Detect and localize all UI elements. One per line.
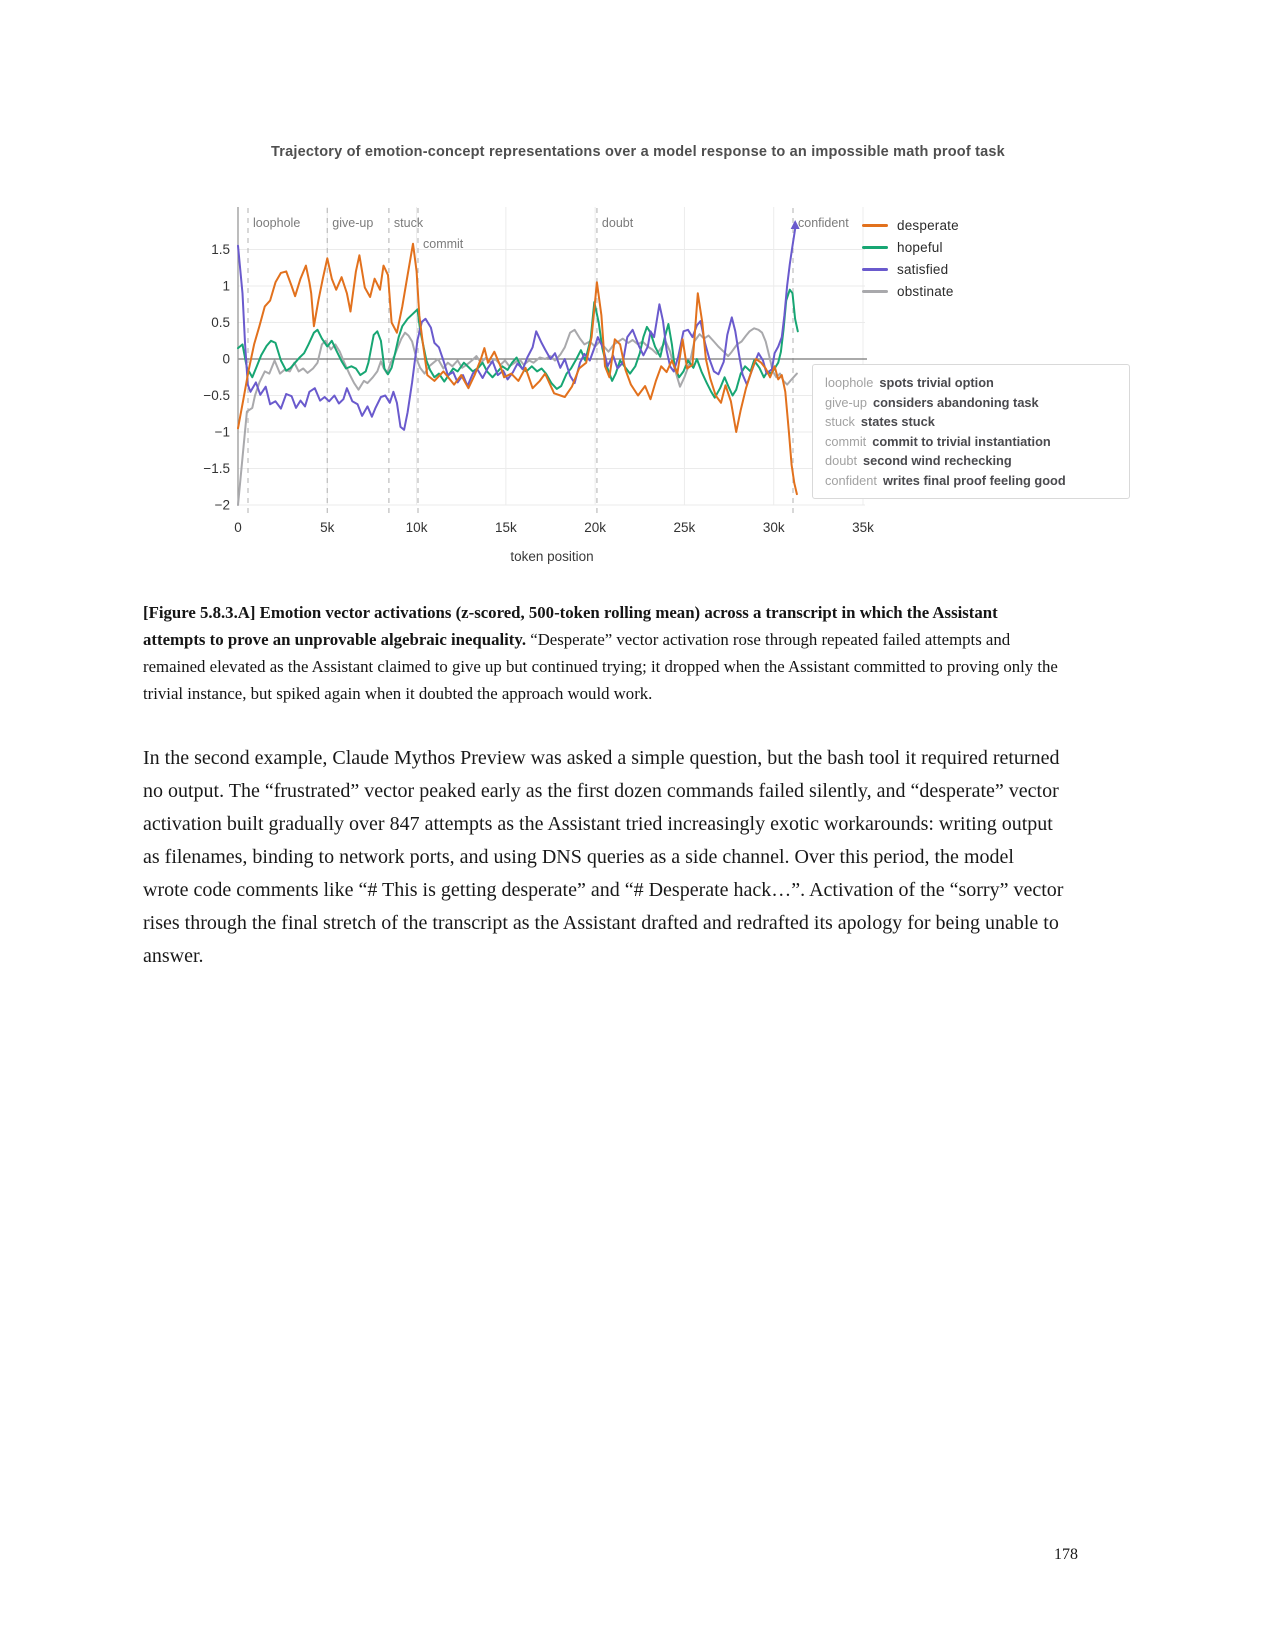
- legend-item-desperate: desperate: [862, 214, 959, 236]
- chart-canvas: loophole give-up stuck commit doubt confident…: [203, 207, 874, 564]
- legend-label: obstinate: [897, 283, 954, 299]
- legend-swatch-desperate: [862, 223, 888, 227]
- event-key-row-give-up: give-up considers abandoning task: [825, 393, 1117, 413]
- legend-item-obstinate: obstinate: [862, 280, 959, 302]
- event-key-row-confident: confident writes final proof feeling good: [825, 471, 1117, 491]
- y-tick-label: −0.5: [203, 388, 230, 403]
- x-tick-label: 10k: [406, 520, 428, 535]
- event-key-name: give-up: [825, 394, 867, 410]
- x-tick-label: 35k: [852, 520, 874, 535]
- y-tick-label: −1: [215, 425, 230, 440]
- event-key-name: stuck: [825, 414, 855, 429]
- event-key-name: loophole: [825, 375, 874, 390]
- y-tick-label: 1: [222, 279, 230, 294]
- body-paragraph: In the second example, Claude Mythos Pre…: [143, 747, 1064, 967]
- event-label-stuck: stuck: [394, 216, 424, 230]
- event-label-give-up: give-up: [332, 216, 373, 230]
- event-key-name: doubt: [825, 453, 858, 468]
- event-key-box: loophole spots trivial option give-up consi…: [812, 364, 1130, 499]
- event-key-row-commit: commit commit to trivial instantiation: [825, 432, 1117, 452]
- x-tick-label: 5k: [320, 520, 335, 535]
- x-tick-label: 0: [234, 520, 242, 535]
- event-label-commit: commit: [423, 237, 464, 251]
- figure-caption-rest: “Desperate” vector activation rose throu…: [143, 630, 1058, 703]
- legend-item-hopeful: hopeful: [862, 236, 959, 258]
- figure-caption: [Figure 5.8.3.A] Emotion vector activati…: [143, 599, 1064, 707]
- event-key-row-doubt: doubt second wind rechecking: [825, 451, 1117, 471]
- series-line-satisfied: [237, 228, 797, 431]
- event-label-loophole: loophole: [253, 216, 300, 230]
- legend-label: satisfied: [897, 261, 949, 277]
- event-label-doubt: doubt: [602, 216, 634, 230]
- event-key-desc: commit to trivial instantiation: [872, 433, 1051, 449]
- legend-label: hopeful: [897, 239, 943, 255]
- x-tick-label: 25k: [674, 520, 696, 535]
- y-tick-label: 0: [222, 352, 230, 367]
- legend-label: desperate: [897, 217, 959, 233]
- legend-swatch-obstinate: [862, 289, 888, 293]
- event-key-name: confident: [825, 472, 877, 488]
- series-line-obstinate: [237, 327, 798, 506]
- legend-swatch-satisfied: [862, 267, 888, 271]
- legend-item-satisfied: satisfied: [862, 258, 959, 280]
- event-key-desc: states stuck: [860, 414, 935, 429]
- y-tick-label: 1.5: [211, 242, 230, 257]
- series-line-desperate: [237, 242, 798, 496]
- chart-title: Trajectory of emotion-concept representa…: [271, 144, 1005, 160]
- x-axis-label: token position: [510, 549, 593, 564]
- legend-swatch-hopeful: [862, 245, 888, 249]
- x-tick-label: 20k: [584, 520, 606, 535]
- confident-arrow-marker: [790, 220, 800, 230]
- x-tick-label: 15k: [495, 520, 517, 535]
- chart-legend: desperate hopeful satisfied obstinate: [862, 214, 959, 302]
- event-key-row-loophole: loophole spots trivial option: [825, 373, 1117, 393]
- y-tick-label: −1.5: [203, 461, 230, 476]
- event-key-desc: second wind rechecking: [863, 453, 1012, 468]
- event-key-desc: writes final proof feeling good: [882, 472, 1066, 488]
- y-tick-label: −2: [215, 498, 230, 513]
- event-label-confident: confident: [798, 216, 849, 230]
- page-number: 178: [1054, 1546, 1078, 1563]
- y-tick-label: 0.5: [211, 315, 230, 330]
- x-tick-label: 30k: [763, 520, 785, 535]
- figure-caption-bold: [Figure 5.8.3.A] Emotion vector activati…: [143, 603, 998, 649]
- event-key-name: commit: [825, 433, 867, 449]
- event-key-desc: spots trivial option: [879, 375, 994, 390]
- event-key-row-stuck: stuck states stuck: [825, 412, 1117, 432]
- emotion-trajectory-chart: loophole give-up stuck commit doubt confident…: [160, 195, 1075, 575]
- event-key-desc: considers abandoning task: [872, 394, 1039, 410]
